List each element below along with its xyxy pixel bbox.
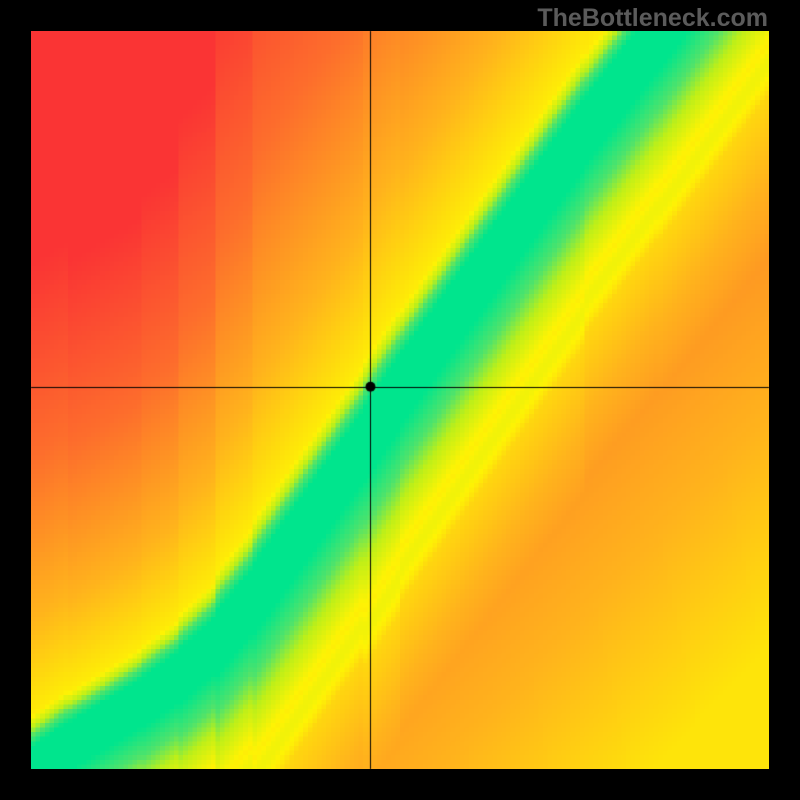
chart-container: TheBottleneck.com <box>0 0 800 800</box>
bottleneck-heatmap <box>31 31 769 769</box>
watermark-text: TheBottleneck.com <box>537 4 768 33</box>
